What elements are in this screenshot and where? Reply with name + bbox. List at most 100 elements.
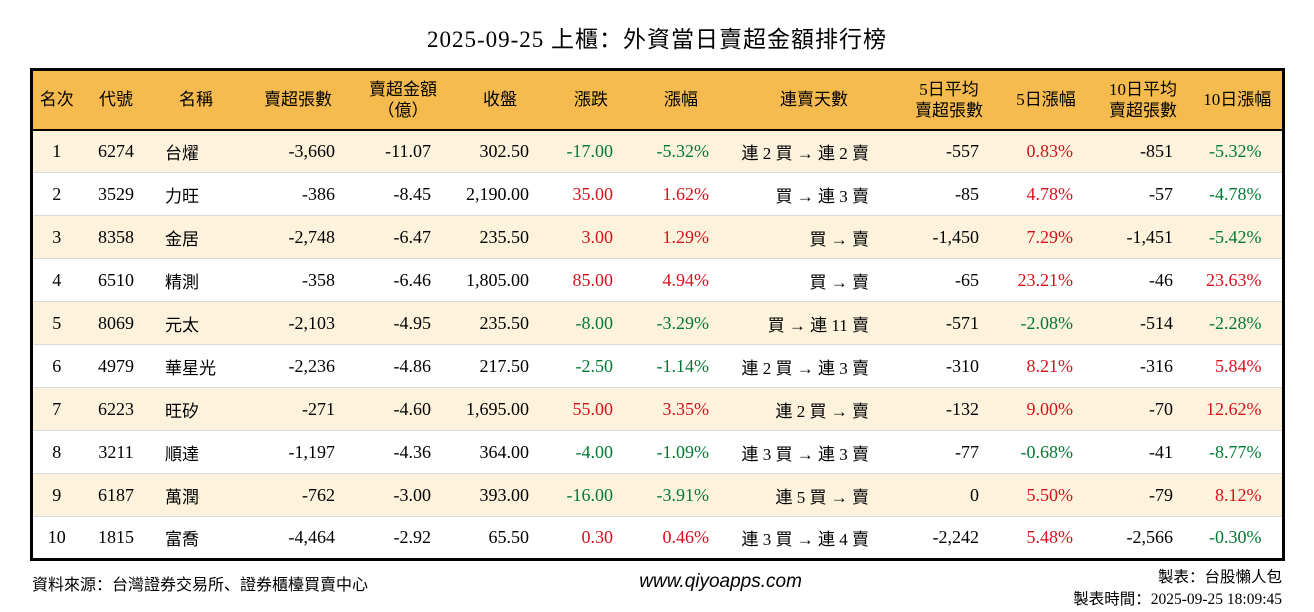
cell-name: 元太 <box>151 301 241 345</box>
cell-sell-amount: -4.95 <box>355 301 451 345</box>
table-row: 2 3529 力旺 -386 -8.45 2,190.00 35.00 1.62% 買 → 連 … <box>31 172 1283 216</box>
table-header: 名次 代號 名稱 賣超張數 賣超金額 （億） 收盤 漲跌 漲幅 連賣天數 5日平均 賣超張數 5日漲… <box>31 69 1283 131</box>
cell-streak: 連 2 買 → 賣 <box>729 387 899 431</box>
table-row: 7 6223 旺矽 -271 -4.60 1,695.00 55.00 3.35% 連 2 買 … <box>31 387 1283 431</box>
cell-sell-shares: -2,103 <box>241 301 355 345</box>
cell-avg5: -2,242 <box>899 516 999 560</box>
cell-close: 2,190.00 <box>451 172 549 216</box>
cell-sell-shares: -358 <box>241 258 355 302</box>
cell-avg10: -70 <box>1093 387 1193 431</box>
table-row: 4 6510 精測 -358 -6.46 1,805.00 85.00 4.94% 買 → 賣-… <box>31 258 1283 302</box>
column-header: 名次 <box>31 69 81 131</box>
cell-pct10: -4.78% <box>1193 172 1283 216</box>
cell-pct10: 8.12% <box>1193 473 1283 517</box>
cell-avg5: -557 <box>946 140 979 161</box>
cell-pct5: 9.00% <box>999 387 1093 431</box>
cell-change-pct: 3.35% <box>633 387 729 431</box>
cell-name: 富喬 <box>151 516 241 560</box>
cell-pct5: 4.78% <box>999 172 1093 216</box>
cell-sell-shares: -762 <box>241 473 355 517</box>
column-header: 代號 <box>81 69 151 131</box>
cell-rank: 9 <box>31 473 81 517</box>
cell-pct10: -2.28% <box>1193 301 1283 345</box>
cell-avg5: -132 <box>899 387 999 431</box>
cell-pct10: -5.32% <box>1209 140 1262 161</box>
cell-change-pct: -3.29% <box>633 301 729 345</box>
cell-pct10: -5.42% <box>1193 215 1283 259</box>
cell-avg10: -2,566 <box>1093 516 1193 560</box>
cell-pct10: 5.84% <box>1193 344 1283 388</box>
cell-avg10: -57 <box>1093 172 1193 216</box>
author-line: 製表：台股懶人包 <box>1158 569 1283 586</box>
cell-close: 235.50 <box>451 215 549 259</box>
cell-avg5: 0 <box>899 473 999 517</box>
cell-code: 3529 <box>81 172 151 216</box>
cell-code: 8358 <box>81 215 151 259</box>
cell-change: -2.50 <box>549 344 633 388</box>
cell-name: 力旺 <box>151 172 241 216</box>
column-header: 連賣天數 <box>729 69 899 131</box>
cell-pct5: 8.21% <box>999 344 1093 388</box>
cell-rank: 6 <box>31 344 81 388</box>
cell-avg5: -85 <box>899 172 999 216</box>
cell-pct10: 23.63% <box>1193 258 1283 302</box>
column-header: 10日漲幅 <box>1193 69 1283 131</box>
footer: 資料來源：台灣證券交易所、證券櫃檯買賣中心 www.qiyoapps.com 製… <box>32 567 1282 610</box>
cell-avg10: -316 <box>1093 344 1193 388</box>
cell-name: 華星光 <box>151 344 241 388</box>
cell-rank: 5 <box>31 301 81 345</box>
cell-pct5: 23.21% <box>999 258 1093 302</box>
cell-sell-shares: -4,464 <box>241 516 355 560</box>
credits-block: 製表：台股懶人包 製表時間：2025-09-25 18:09:45 <box>802 567 1282 610</box>
cell-close: 1,805.00 <box>451 258 549 302</box>
cell-close: 235.50 <box>451 301 549 345</box>
cell-change: -4.00 <box>549 430 633 474</box>
cell-streak: 連 2 買 → 連 3 賣 <box>729 344 899 388</box>
cell-rank: 7 <box>31 387 81 431</box>
cell-name: 順達 <box>151 430 241 474</box>
table-row: 6 4979 華星光 -2,236 -4.86 217.50 -2.50 -1.14% 連 2 … <box>31 344 1283 388</box>
cell-sell-shares: -2,236 <box>241 344 355 388</box>
cell-rank: 8 <box>31 430 81 474</box>
cell-avg10: -46 <box>1093 258 1193 302</box>
cell-code: 6510 <box>81 258 151 302</box>
cell-pct5: 5.48% <box>999 516 1093 560</box>
cell-change-pct: 0.46% <box>633 516 729 560</box>
cell-streak: 連 3 買 → 連 3 賣 <box>729 430 899 474</box>
ranking-table: 名次 代號 名稱 賣超張數 賣超金額 （億） 收盤 漲跌 漲幅 連賣天數 5日平均 賣超張數 5日漲… <box>29 68 1285 561</box>
cell-streak: 買 → 連 11 賣 <box>729 301 899 345</box>
cell-change-pct: 1.29% <box>633 215 729 259</box>
cell-code: 8069 <box>81 301 151 345</box>
cell-close: 393.00 <box>451 473 549 517</box>
cell-code: 1815 <box>81 516 151 560</box>
cell-pct10: 12.62% <box>1193 387 1283 431</box>
header-row: 名次 代號 名稱 賣超張數 賣超金額 （億） 收盤 漲跌 漲幅 連賣天數 5日平均 賣超張數 5日漲… <box>31 69 1283 131</box>
cell-change-pct: -3.91% <box>633 473 729 517</box>
cell-sell-amount: -4.60 <box>355 387 451 431</box>
cell-name: 旺矽 <box>151 387 241 431</box>
cell-change: 85.00 <box>549 258 633 302</box>
cell-avg10: -1,451 <box>1093 215 1193 259</box>
column-header: 賣超張數 <box>241 69 355 131</box>
table-row: 9 6187 萬潤 -762 -3.00 393.00 -16.00 -3.91% 連 5 買 … <box>31 473 1283 517</box>
cell-streak: 買 → 賣 <box>729 215 899 259</box>
cell-close: 217.50 <box>451 344 549 388</box>
table-row: 1 6274 台燿 -3,660 -11.07 302.50 -17.00 -5.32% 連 2… <box>31 129 1283 173</box>
cell-pct5: 5.50% <box>999 473 1093 517</box>
cell-change: 3.00 <box>549 215 633 259</box>
cell-sell-amount: -6.47 <box>355 215 451 259</box>
cell-avg5: -65 <box>899 258 999 302</box>
cell-rank: 1 <box>52 140 62 161</box>
column-header: 收盤 <box>451 69 549 131</box>
table-row: 3 8358 金居 -2,748 -6.47 235.50 3.00 1.29% 買 → 賣 -1… <box>31 215 1283 259</box>
cell-pct10: -0.30% <box>1193 516 1283 560</box>
cell-avg10: -79 <box>1093 473 1193 517</box>
cell-change-pct: -1.09% <box>633 430 729 474</box>
table-row: 8 3211 順達 -1,197 -4.36 364.00 -4.00 -1.09% 連 3 買… <box>31 430 1283 474</box>
cell-code: 4979 <box>81 344 151 388</box>
column-header: 5日漲幅 <box>999 69 1093 131</box>
cell-sell-shares: -3,660 <box>288 140 336 161</box>
cell-avg10: -41 <box>1093 430 1193 474</box>
cell-sell-shares: -1,197 <box>241 430 355 474</box>
